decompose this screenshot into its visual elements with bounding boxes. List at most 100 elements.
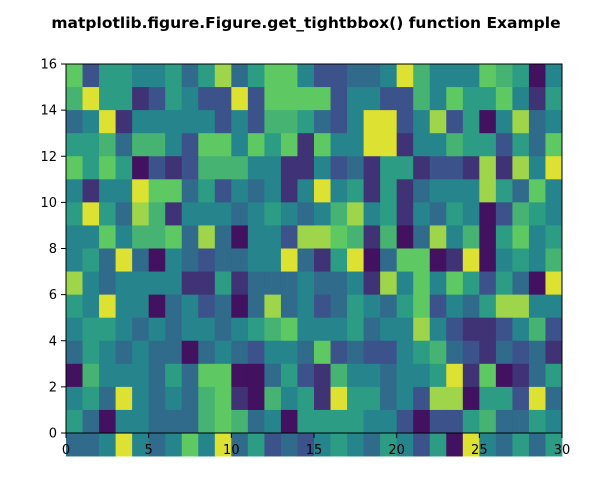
heatmap-cell bbox=[380, 340, 398, 365]
heatmap-cell bbox=[214, 340, 232, 365]
heatmap-cell bbox=[247, 225, 265, 249]
heatmap-cell bbox=[512, 156, 530, 180]
heatmap-cell bbox=[280, 317, 298, 342]
heatmap-cell bbox=[528, 225, 546, 249]
heatmap-cell bbox=[297, 110, 315, 134]
heatmap-cell bbox=[247, 87, 265, 111]
heatmap-cell bbox=[413, 409, 431, 434]
heatmap-cell bbox=[380, 64, 398, 88]
heatmap-cell bbox=[198, 110, 216, 134]
heatmap-cell bbox=[528, 271, 546, 296]
heatmap-cell bbox=[297, 340, 315, 365]
heatmap-cell bbox=[314, 225, 331, 249]
heatmap-cell bbox=[115, 179, 133, 203]
heatmap-cell bbox=[132, 133, 150, 157]
heatmap-cell bbox=[495, 110, 513, 134]
heatmap-cell bbox=[231, 87, 249, 111]
heatmap-cell bbox=[247, 110, 265, 134]
heatmap-cell bbox=[330, 294, 348, 319]
heatmap-cell bbox=[115, 386, 133, 411]
heatmap-cell bbox=[512, 271, 530, 296]
heatmap-cell bbox=[479, 386, 497, 411]
heatmap-cell bbox=[214, 386, 232, 411]
heatmap-cell bbox=[528, 433, 546, 457]
heatmap-cell bbox=[264, 179, 282, 203]
heatmap-cell bbox=[66, 294, 83, 319]
heatmap-cell bbox=[198, 294, 216, 319]
heatmap-cell bbox=[165, 409, 183, 434]
heatmap-cell bbox=[429, 110, 447, 134]
heatmap-cell bbox=[479, 340, 497, 365]
heatmap-cell bbox=[347, 271, 364, 296]
heatmap-cell bbox=[413, 156, 431, 180]
heatmap-cell bbox=[347, 317, 364, 342]
heatmap-cell bbox=[330, 110, 348, 134]
heatmap-cell bbox=[545, 317, 563, 342]
heatmap-cell bbox=[181, 409, 199, 434]
heatmap-cell bbox=[429, 294, 447, 319]
heatmap-cell bbox=[181, 386, 199, 411]
heatmap-cell bbox=[495, 156, 513, 180]
heatmap-cell bbox=[181, 110, 199, 134]
heatmap-cell bbox=[528, 133, 546, 157]
heatmap-cell bbox=[264, 294, 282, 319]
heatmap-cell bbox=[99, 433, 116, 457]
heatmap-cell bbox=[330, 317, 348, 342]
heatmap-cell bbox=[446, 363, 464, 388]
heatmap-cell bbox=[545, 433, 563, 457]
heatmap-cell bbox=[512, 87, 530, 111]
heatmap-cell bbox=[429, 363, 447, 388]
heatmap-cell bbox=[528, 363, 546, 388]
x-tick-label: 0 bbox=[62, 443, 70, 458]
heatmap-cell bbox=[545, 202, 563, 226]
heatmap-cell bbox=[66, 156, 83, 180]
y-tick-label: 8 bbox=[49, 242, 57, 257]
heatmap-cell bbox=[495, 248, 513, 272]
heatmap-cell bbox=[132, 110, 150, 134]
heatmap-cell bbox=[99, 156, 116, 180]
heatmap-cell bbox=[247, 156, 265, 180]
heatmap-cell bbox=[231, 386, 249, 411]
heatmap-cell bbox=[297, 156, 315, 180]
heatmap-cell bbox=[231, 433, 249, 457]
heatmap-cell bbox=[429, 409, 447, 434]
heatmap-cell bbox=[462, 202, 480, 226]
heatmap-cell bbox=[330, 133, 348, 157]
heatmap-cell bbox=[363, 271, 381, 296]
heatmap-cell bbox=[462, 271, 480, 296]
heatmap-cell bbox=[264, 64, 282, 88]
heatmap-cell bbox=[479, 294, 497, 319]
heatmap-cell bbox=[495, 133, 513, 157]
heatmap-cell bbox=[528, 386, 546, 411]
heatmap-cell bbox=[297, 386, 315, 411]
heatmap-cell bbox=[231, 179, 249, 203]
heatmap-cell bbox=[231, 225, 249, 249]
heatmap-cell bbox=[314, 409, 331, 434]
heatmap-cell bbox=[446, 271, 464, 296]
heatmap-cell bbox=[495, 386, 513, 411]
heatmap-cell bbox=[462, 248, 480, 272]
heatmap-cell bbox=[165, 271, 183, 296]
heatmap-cell bbox=[297, 202, 315, 226]
heatmap-cell bbox=[148, 225, 166, 249]
heatmap-cell bbox=[231, 156, 249, 180]
heatmap-cell bbox=[297, 409, 315, 434]
heatmap-cell bbox=[264, 110, 282, 134]
heatmap-cell bbox=[462, 225, 480, 249]
heatmap-cell bbox=[330, 64, 348, 88]
heatmap-cell bbox=[231, 271, 249, 296]
heatmap-cell bbox=[181, 294, 199, 319]
heatmap-cell bbox=[495, 340, 513, 365]
heatmap-cell bbox=[264, 386, 282, 411]
heatmap-cell bbox=[198, 202, 216, 226]
heatmap-cell bbox=[347, 386, 364, 411]
heatmap-cell bbox=[462, 409, 480, 434]
heatmap-cell bbox=[380, 87, 398, 111]
heatmap-cell bbox=[165, 248, 183, 272]
heatmap-cell bbox=[66, 433, 83, 457]
heatmap-cell bbox=[181, 248, 199, 272]
heatmap-cell bbox=[82, 156, 100, 180]
heatmap-cell bbox=[479, 110, 497, 134]
heatmap-cell bbox=[82, 433, 100, 457]
heatmap-cell bbox=[380, 386, 398, 411]
